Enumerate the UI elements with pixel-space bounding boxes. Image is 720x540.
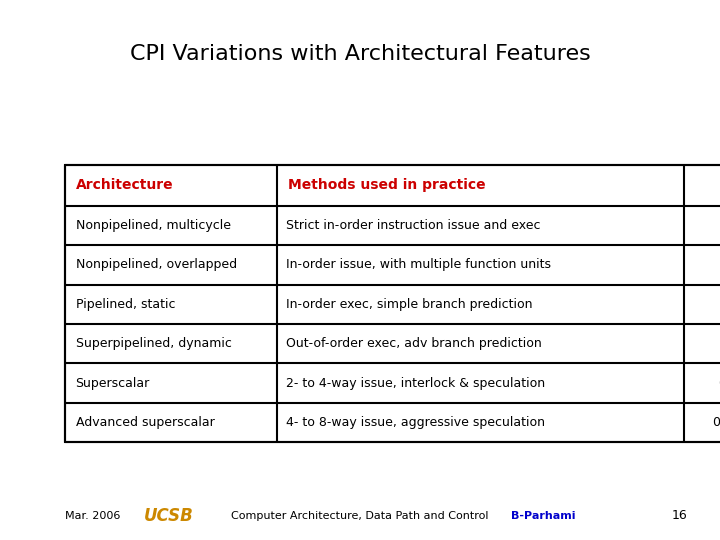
Text: CPI Variations with Architectural Features: CPI Variations with Architectural Featur… <box>130 44 590 64</box>
Text: 0.2-0.5: 0.2-0.5 <box>712 416 720 429</box>
Text: In-order issue, with multiple function units: In-order issue, with multiple function u… <box>286 258 551 272</box>
Text: In-order exec, simple branch prediction: In-order exec, simple branch prediction <box>286 298 532 311</box>
Text: 2- to 4-way issue, interlock & speculation: 2- to 4-way issue, interlock & speculati… <box>286 376 545 390</box>
Text: Table 16.2    Effect of processor architecture, branch
prediction methods, and s: Table 16.2 Effect of processor architect… <box>76 184 439 213</box>
Text: UCSB: UCSB <box>144 507 194 525</box>
Text: 0.5-1: 0.5-1 <box>719 376 720 390</box>
Text: Superpipelined, dynamic: Superpipelined, dynamic <box>76 337 231 350</box>
Text: Computer Architecture, Data Path and Control: Computer Architecture, Data Path and Con… <box>231 511 489 521</box>
Text: Mar. 2006: Mar. 2006 <box>65 511 120 521</box>
Text: Methods used in practice: Methods used in practice <box>288 178 485 192</box>
Text: Out-of-order exec, adv branch prediction: Out-of-order exec, adv branch prediction <box>286 337 541 350</box>
Text: Advanced superscalar: Advanced superscalar <box>76 416 215 429</box>
Text: B-Parhami: B-Parhami <box>511 511 576 521</box>
Bar <box>65 167 472 230</box>
Text: Architecture: Architecture <box>76 178 174 192</box>
Text: Strict in-order instruction issue and exec: Strict in-order instruction issue and ex… <box>286 219 540 232</box>
Text: Nonpipelined, multicycle: Nonpipelined, multicycle <box>76 219 230 232</box>
Bar <box>65 165 720 442</box>
Text: Nonpipelined, overlapped: Nonpipelined, overlapped <box>76 258 237 272</box>
Text: Pipelined, static: Pipelined, static <box>76 298 175 311</box>
Text: 4- to 8-way issue, aggressive speculation: 4- to 8-way issue, aggressive speculatio… <box>286 416 545 429</box>
Text: 16: 16 <box>672 509 688 522</box>
Text: Superscalar: Superscalar <box>76 376 150 390</box>
